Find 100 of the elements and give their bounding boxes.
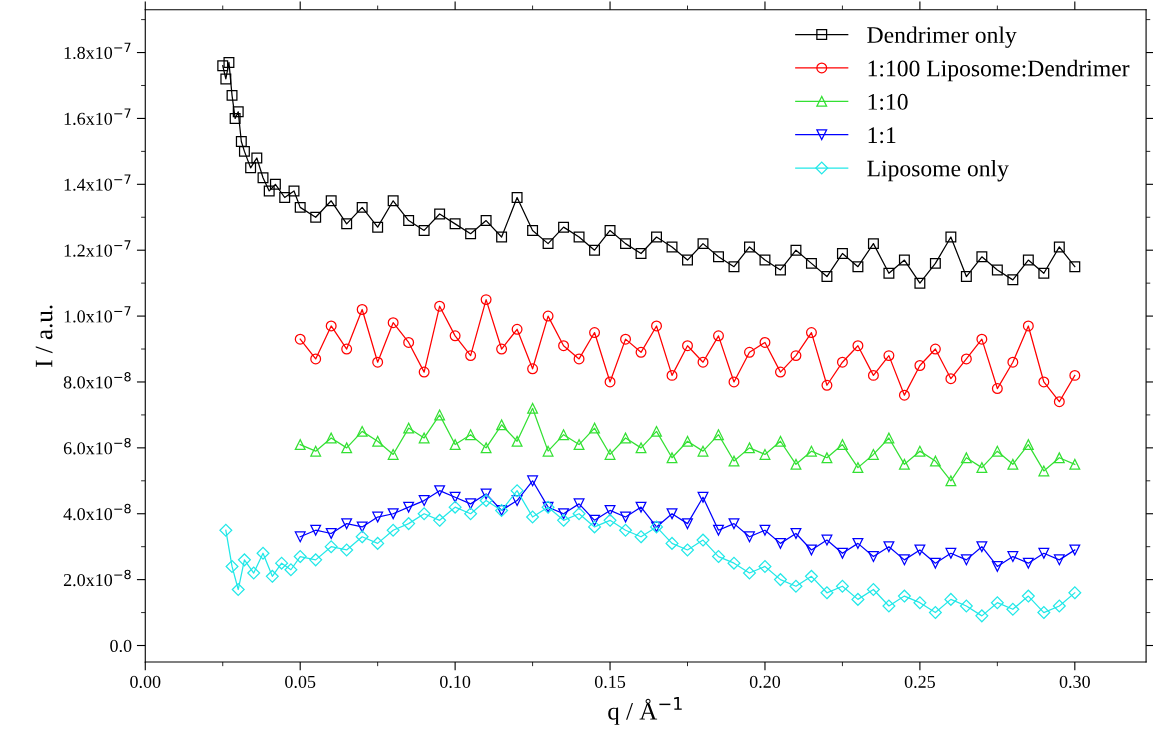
point	[511, 323, 523, 335]
point	[651, 425, 663, 437]
point	[387, 508, 399, 520]
legend-label: Liposome only	[867, 159, 1009, 182]
y-axis-title: I / a.u.	[35, 305, 53, 367]
point	[231, 582, 245, 597]
legend-label: 1:100 Liposome:Dendrimer	[868, 59, 1130, 82]
point	[666, 369, 678, 381]
point	[434, 485, 446, 497]
point	[697, 491, 709, 503]
point	[449, 491, 461, 503]
point	[883, 432, 895, 444]
point	[1007, 458, 1019, 470]
point	[589, 327, 601, 339]
point	[465, 350, 477, 362]
point	[1038, 547, 1050, 559]
point	[573, 498, 585, 510]
point	[620, 333, 632, 345]
point	[402, 517, 416, 531]
point	[1069, 458, 1081, 470]
point	[293, 550, 307, 564]
x-tick-label: 0.00	[130, 675, 161, 688]
point	[433, 513, 447, 527]
point	[976, 462, 988, 474]
y-tick-label: 1.0x10$^{−7}$	[64, 306, 131, 323]
point	[635, 346, 647, 358]
point	[867, 448, 879, 460]
point	[434, 300, 446, 312]
point	[743, 442, 755, 454]
point	[867, 551, 879, 563]
point	[572, 507, 586, 521]
point	[682, 435, 693, 447]
point	[620, 432, 632, 444]
point	[634, 530, 648, 544]
point	[1037, 606, 1051, 620]
point	[219, 523, 233, 537]
point	[790, 458, 802, 470]
point	[256, 546, 270, 560]
point	[1007, 551, 1019, 563]
point	[929, 455, 941, 467]
point	[417, 507, 431, 521]
point	[542, 310, 554, 322]
point	[959, 599, 973, 613]
point	[680, 543, 695, 557]
point	[759, 448, 771, 460]
point	[805, 445, 817, 457]
point	[496, 419, 508, 431]
legend-label: Dendrimer only	[867, 26, 1017, 48]
point	[480, 488, 492, 500]
point	[325, 320, 337, 332]
x-axis-title: q / Å$^{−1}$	[608, 697, 682, 725]
point	[852, 537, 864, 549]
y-tick-label: 6.0x10$^{−8}$	[63, 437, 131, 455]
point	[1053, 554, 1065, 566]
point	[573, 439, 585, 451]
y-tick-label: 8.0x10$^{−8}$	[63, 372, 131, 389]
point	[558, 340, 570, 352]
y-tick-label: 1.6x10$^{−7}$	[64, 108, 131, 125]
point	[527, 475, 539, 487]
point	[976, 333, 988, 345]
point	[387, 448, 399, 460]
point	[449, 439, 461, 451]
point	[511, 435, 523, 447]
point	[821, 452, 833, 464]
point	[356, 304, 368, 315]
point	[558, 429, 570, 441]
x-tick-label: 0.30	[1059, 675, 1090, 688]
point	[805, 544, 817, 556]
point	[697, 356, 709, 368]
point	[821, 379, 833, 391]
point	[341, 343, 353, 355]
point	[1053, 452, 1065, 464]
point	[355, 530, 369, 544]
point	[651, 320, 663, 332]
point	[465, 498, 477, 510]
point	[929, 343, 941, 355]
point	[898, 389, 910, 401]
point	[619, 523, 633, 537]
point	[247, 566, 261, 580]
point	[418, 432, 430, 444]
point	[883, 350, 895, 362]
legend-label: 1:1	[868, 127, 896, 144]
point	[758, 559, 772, 573]
point	[527, 363, 539, 375]
point	[480, 294, 492, 306]
point	[403, 501, 415, 513]
point	[265, 569, 279, 583]
point	[448, 500, 462, 514]
point	[635, 442, 647, 454]
y-tick-label: 0.0	[110, 639, 132, 653]
point	[225, 559, 239, 573]
point	[403, 422, 415, 434]
point	[324, 540, 338, 554]
point	[898, 458, 910, 470]
point	[836, 547, 848, 559]
point	[945, 373, 957, 385]
y-tick-label: 2.0x10$^{−8}$	[63, 569, 131, 587]
point	[960, 353, 972, 365]
y-tick-label: 1.8x10$^{−7}$	[64, 42, 131, 60]
point	[237, 553, 251, 567]
